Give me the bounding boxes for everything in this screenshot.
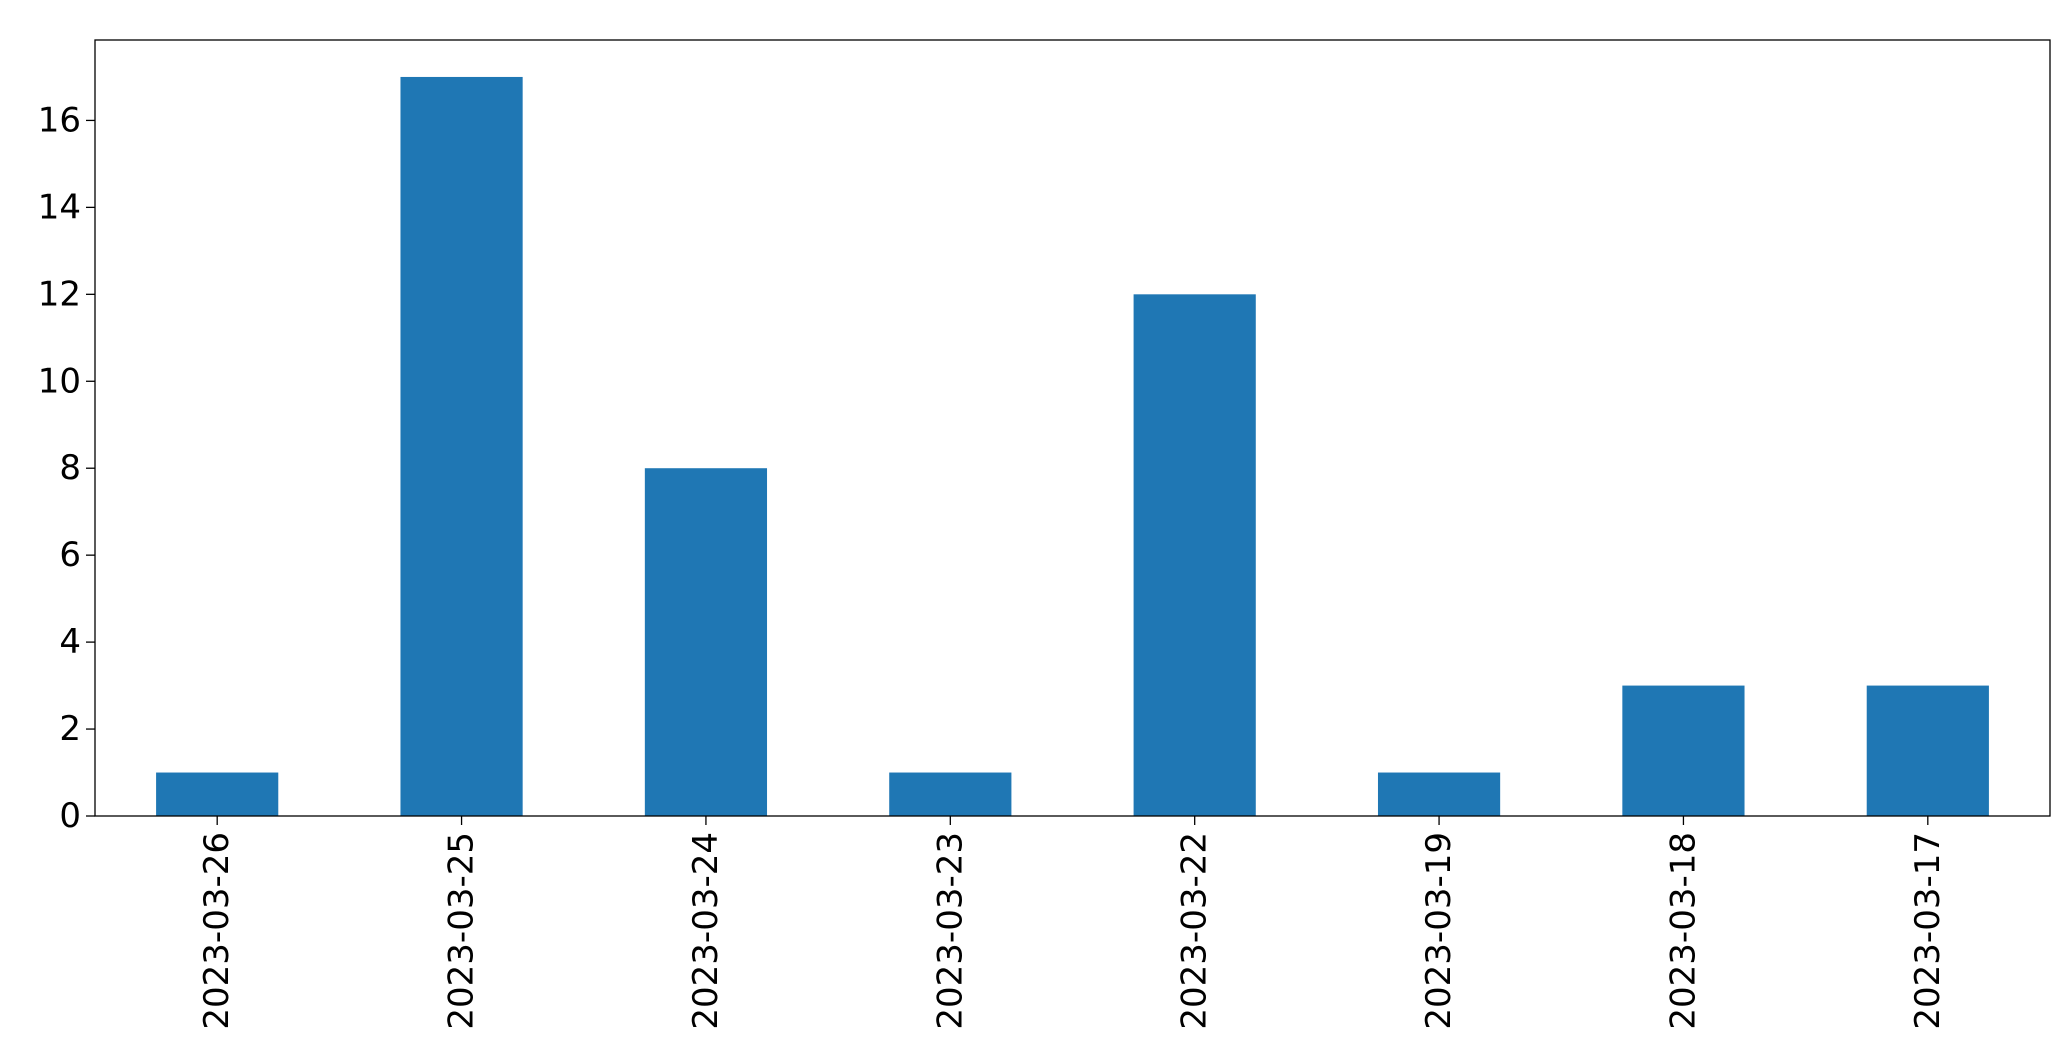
bar-2023-03-25 (400, 76, 523, 816)
y-tick-label: 2 (59, 709, 81, 749)
y-tick-label: 0 (59, 796, 81, 836)
bar-2023-03-23 (889, 772, 1012, 816)
bar-2023-03-18 (1622, 685, 1745, 816)
x-axis: 2023-03-26 2023-03-25 2023-03-24 2023-03-23… (197, 816, 1948, 1030)
x-tick-label: 2023-03-17 (1908, 832, 1948, 1030)
bar-2023-03-22 (1133, 294, 1256, 816)
x-tick-label: 2023-03-26 (197, 832, 237, 1030)
y-tick-label: 16 (38, 100, 81, 140)
y-tick-label: 6 (59, 535, 81, 575)
x-tick-label: 2023-03-18 (1663, 832, 1703, 1030)
y-tick-label: 4 (59, 622, 81, 662)
y-tick-label: 10 (38, 361, 81, 401)
x-tick-label: 2023-03-24 (686, 832, 726, 1030)
y-tick-label: 8 (59, 448, 81, 488)
bar-2023-03-24 (644, 468, 768, 816)
bar-2023-03-17 (1866, 685, 1989, 816)
bar-2023-03-19 (1377, 772, 1501, 816)
x-tick-label: 2023-03-23 (930, 832, 970, 1030)
x-tick-label: 2023-03-19 (1419, 832, 1459, 1030)
bars-layer (156, 76, 1989, 816)
x-tick-label: 2023-03-25 (442, 832, 482, 1030)
y-tick-label: 14 (38, 187, 81, 227)
y-tick-label: 12 (38, 274, 81, 314)
y-axis: 0 2 4 6 8 10 12 14 16 (38, 100, 95, 836)
x-tick-label: 2023-03-22 (1175, 832, 1215, 1030)
plot-frame (94, 39, 2051, 817)
bar-2023-03-26 (156, 772, 279, 816)
